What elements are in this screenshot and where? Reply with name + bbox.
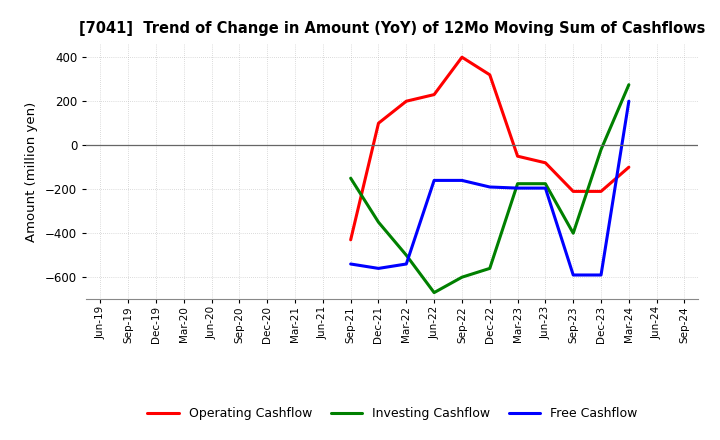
Free Cashflow <box>569 272 577 278</box>
Y-axis label: Amount (million yen): Amount (million yen) <box>25 102 38 242</box>
Free Cashflow <box>458 178 467 183</box>
Investing Cashflow <box>485 266 494 271</box>
Title: [7041]  Trend of Change in Amount (YoY) of 12Mo Moving Sum of Cashflows: [7041] Trend of Change in Amount (YoY) o… <box>79 21 706 36</box>
Investing Cashflow <box>346 176 355 181</box>
Investing Cashflow <box>597 147 606 152</box>
Line: Free Cashflow: Free Cashflow <box>351 101 629 275</box>
Free Cashflow <box>402 261 410 267</box>
Operating Cashflow <box>485 72 494 77</box>
Operating Cashflow <box>458 55 467 60</box>
Operating Cashflow <box>624 165 633 170</box>
Free Cashflow <box>346 261 355 267</box>
Investing Cashflow <box>458 275 467 280</box>
Free Cashflow <box>513 186 522 191</box>
Investing Cashflow <box>402 253 410 258</box>
Operating Cashflow <box>597 189 606 194</box>
Operating Cashflow <box>513 154 522 159</box>
Line: Operating Cashflow: Operating Cashflow <box>351 57 629 240</box>
Investing Cashflow <box>374 220 383 225</box>
Operating Cashflow <box>374 121 383 126</box>
Investing Cashflow <box>541 181 550 187</box>
Free Cashflow <box>430 178 438 183</box>
Operating Cashflow <box>346 237 355 242</box>
Free Cashflow <box>541 186 550 191</box>
Free Cashflow <box>624 99 633 104</box>
Investing Cashflow <box>513 181 522 187</box>
Investing Cashflow <box>624 82 633 87</box>
Legend: Operating Cashflow, Investing Cashflow, Free Cashflow: Operating Cashflow, Investing Cashflow, … <box>143 403 642 425</box>
Operating Cashflow <box>402 99 410 104</box>
Free Cashflow <box>597 272 606 278</box>
Line: Investing Cashflow: Investing Cashflow <box>351 84 629 293</box>
Operating Cashflow <box>541 160 550 165</box>
Free Cashflow <box>485 184 494 190</box>
Investing Cashflow <box>430 290 438 295</box>
Operating Cashflow <box>430 92 438 97</box>
Free Cashflow <box>374 266 383 271</box>
Operating Cashflow <box>569 189 577 194</box>
Investing Cashflow <box>569 231 577 236</box>
